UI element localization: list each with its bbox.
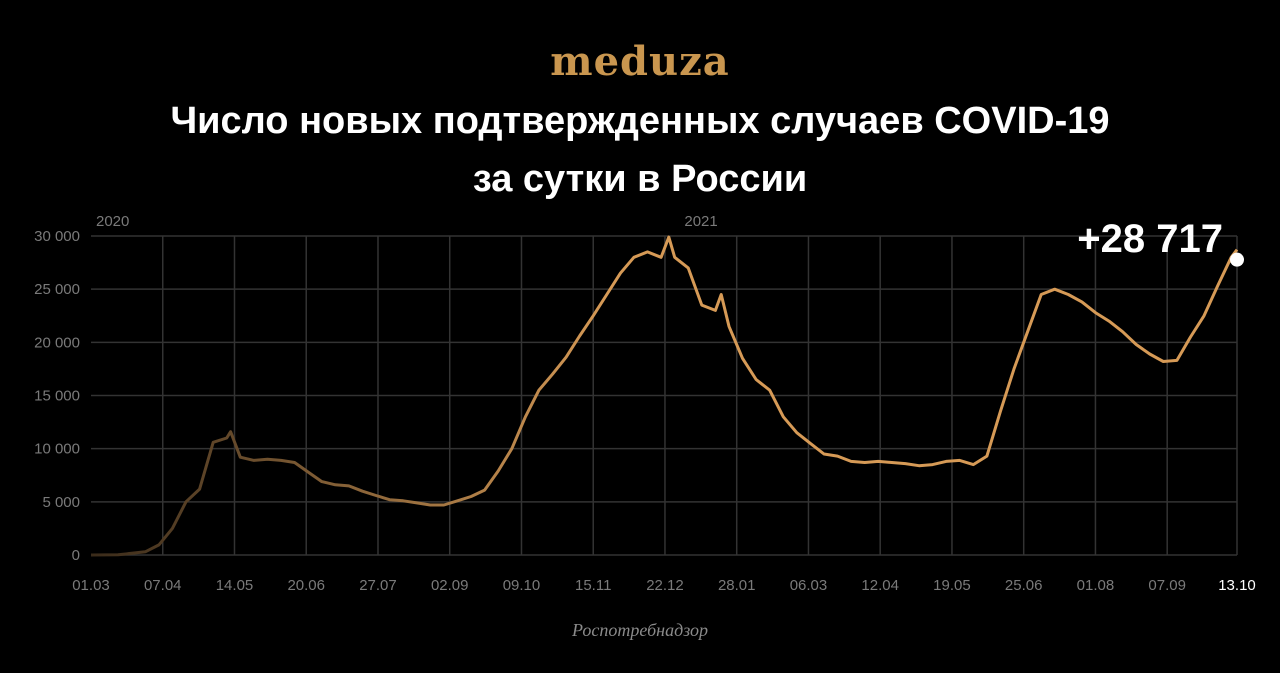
x-tick-label: 01.08 xyxy=(1077,577,1115,594)
x-tick-label: 22.12 xyxy=(646,577,684,594)
y-tick-label: 10 000 xyxy=(34,441,80,458)
y-tick-label: 30 000 xyxy=(34,228,80,245)
last-value-annotation: +28 717 xyxy=(1077,217,1223,261)
x-axis: 01.03 07.04 14.05 20.06 27.07 02.09 09.10 15.11… xyxy=(72,577,1256,594)
x-tick-label: 13.10 xyxy=(1218,577,1256,594)
y-tick-label: 0 xyxy=(72,547,80,564)
x-tick-label: 07.04 xyxy=(144,577,182,594)
x-tick-label: 28.01 xyxy=(718,577,756,594)
x-tick-label: 15.11 xyxy=(575,577,611,594)
y-tick-label: 15 000 xyxy=(34,388,80,405)
y-tick-label: 5 000 xyxy=(42,494,80,511)
year-label: 2021 xyxy=(684,213,717,230)
y-tick-label: 25 000 xyxy=(34,281,80,298)
x-tick-label: 02.09 xyxy=(431,577,469,594)
x-tick-label: 09.10 xyxy=(503,577,541,594)
last-point-marker xyxy=(1230,252,1244,267)
chart-title: Число новых подтвержденных случаев COVID… xyxy=(0,92,1280,208)
year-labels: 2020 2021 xyxy=(96,213,718,230)
title-line-2: за сутки в России xyxy=(472,158,808,200)
series-line xyxy=(90,235,1239,557)
x-tick-label: 20.06 xyxy=(287,577,325,594)
x-tick-label: 19.05 xyxy=(933,577,971,594)
y-tick-label: 20 000 xyxy=(34,334,80,351)
x-tick-label: 14.05 xyxy=(216,577,254,594)
y-axis: 0 5 000 10 000 15 000 20 000 25 000 30 000 xyxy=(34,228,80,564)
source-label: Роспотребнадзор xyxy=(572,620,708,640)
year-label: 2020 xyxy=(96,213,129,230)
x-tick-label: 01.03 xyxy=(72,577,110,594)
meduza-logo: meduza xyxy=(550,38,730,85)
grid xyxy=(91,235,1238,556)
title-line-1: Число новых подтвержденных случаев COVID… xyxy=(170,100,1110,142)
x-tick-label: 06.03 xyxy=(790,577,828,594)
x-tick-label: 12.04 xyxy=(861,577,899,594)
x-tick-label: 07.09 xyxy=(1148,577,1186,594)
x-tick-label: 27.07 xyxy=(359,577,397,594)
x-tick-label: 25.06 xyxy=(1005,577,1043,594)
